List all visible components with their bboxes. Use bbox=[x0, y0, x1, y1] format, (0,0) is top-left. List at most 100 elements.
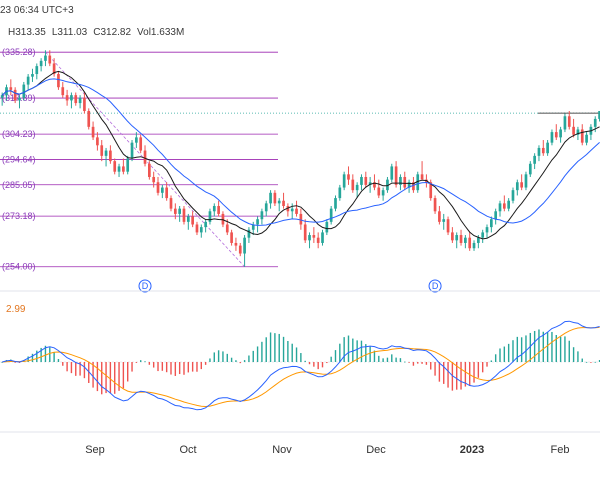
macd-histogram-bar bbox=[62, 362, 64, 366]
candle-body bbox=[563, 116, 567, 130]
macd-histogram-bar bbox=[590, 362, 592, 363]
candle-body bbox=[208, 211, 212, 222]
candle-body bbox=[9, 87, 13, 90]
macd-histogram-bar bbox=[360, 340, 363, 362]
candle-body bbox=[502, 203, 506, 209]
candle-body bbox=[598, 110, 600, 119]
candle-body bbox=[451, 232, 454, 241]
macd-histogram-bar bbox=[57, 359, 60, 362]
macd-histogram-bar bbox=[53, 352, 55, 362]
macd-histogram-bar bbox=[356, 340, 358, 362]
candle-body bbox=[308, 235, 311, 241]
fib-level-label: (304.23) bbox=[2, 129, 36, 139]
fib-level-label: (254.00) bbox=[2, 262, 36, 272]
macd-histogram-bar bbox=[213, 352, 215, 362]
macd-histogram-bar bbox=[473, 362, 475, 383]
candle-body bbox=[65, 95, 69, 101]
candle-body bbox=[528, 163, 532, 175]
candle-body bbox=[61, 87, 65, 96]
candle-body bbox=[109, 150, 112, 162]
macd-histogram-bar bbox=[157, 362, 159, 372]
candle-body bbox=[39, 60, 43, 67]
macd-histogram-bar bbox=[412, 362, 415, 366]
macd-histogram-bar bbox=[79, 362, 81, 376]
candle-body bbox=[225, 224, 229, 233]
macd-histogram-bar bbox=[248, 355, 250, 362]
macd-histogram-bar bbox=[265, 337, 267, 362]
macd-histogram-bar bbox=[417, 362, 419, 364]
macd-histogram-bar bbox=[27, 356, 29, 362]
macd-histogram-bar bbox=[352, 338, 354, 362]
candle-body bbox=[407, 182, 411, 188]
macd-histogram-bar bbox=[139, 360, 142, 362]
macd-histogram-bar bbox=[490, 360, 493, 362]
candle-body bbox=[485, 227, 489, 233]
macd-histogram-bar bbox=[555, 334, 557, 362]
macd-histogram-bar bbox=[525, 335, 527, 362]
candle-body bbox=[191, 216, 194, 225]
macd-histogram-bar bbox=[499, 348, 501, 362]
macd-histogram-bar bbox=[421, 362, 423, 364]
time-axis-tick-label: Dec bbox=[366, 444, 386, 456]
candle-body bbox=[35, 66, 39, 75]
macd-histogram-bar bbox=[330, 356, 332, 362]
macd-histogram-bar bbox=[291, 343, 293, 362]
time-axis[interactable]: Sep Oct Nov Dec 2023 Feb bbox=[85, 444, 569, 456]
macd-histogram-bar bbox=[365, 344, 367, 362]
candle-body bbox=[143, 150, 147, 164]
candle-body bbox=[195, 224, 199, 233]
candle-body bbox=[537, 147, 541, 156]
macd-histogram-bar bbox=[183, 362, 185, 375]
candle-body bbox=[524, 174, 528, 188]
macd-value-label: 2.99 bbox=[6, 304, 26, 315]
macd-histogram-bar bbox=[308, 362, 311, 365]
candle-body bbox=[433, 198, 437, 212]
ohlc-legend: 23 06:34 UTC+3 H313.35 L311.03 C312.82 V… bbox=[0, 5, 184, 38]
macd-histogram-bar bbox=[75, 362, 77, 376]
candle-body bbox=[282, 200, 285, 207]
slow-ma-line bbox=[1, 78, 600, 226]
candle-body bbox=[477, 237, 480, 243]
candle-body bbox=[368, 182, 372, 185]
candle-body bbox=[472, 242, 476, 249]
macd-histogram-bar bbox=[269, 332, 272, 362]
macd-histogram-bar bbox=[594, 361, 596, 363]
candle-body bbox=[559, 129, 562, 138]
macd-histogram-bar bbox=[96, 362, 99, 392]
macd-histogram-bar bbox=[191, 362, 194, 372]
macd-histogram-bar bbox=[425, 362, 428, 365]
macd-histogram-bar bbox=[581, 358, 583, 362]
candle-body bbox=[520, 182, 523, 188]
moving-averages bbox=[1, 70, 600, 240]
macd-histogram-bar bbox=[551, 331, 553, 362]
macd-histogram-bar bbox=[165, 362, 168, 373]
candle-body bbox=[256, 219, 259, 225]
macd-histogram-bar bbox=[49, 347, 51, 362]
candle-body bbox=[446, 219, 450, 233]
macd-histogram-bar bbox=[378, 355, 380, 362]
macd-histogram-bar bbox=[577, 351, 579, 362]
event-marker[interactable] bbox=[428, 279, 442, 293]
candle-body bbox=[464, 237, 467, 243]
macd-histogram-bar bbox=[66, 362, 68, 372]
candle-body bbox=[316, 237, 320, 243]
macd-histogram-bar bbox=[118, 362, 120, 391]
macd-histogram-bar bbox=[278, 333, 280, 362]
macd-histogram-bar bbox=[1, 362, 3, 363]
candle-body bbox=[377, 187, 381, 196]
candle-body bbox=[234, 242, 238, 246]
event-marker[interactable] bbox=[138, 279, 152, 293]
candle-body bbox=[351, 179, 355, 191]
candle-body bbox=[87, 110, 91, 127]
candle-body bbox=[364, 176, 368, 185]
legend-close: C312.82 bbox=[93, 27, 131, 38]
macd-histogram-bar bbox=[217, 350, 220, 362]
candle-body bbox=[31, 74, 34, 77]
candle-body bbox=[412, 182, 415, 191]
macd-histogram-bar bbox=[230, 357, 233, 362]
candle-body bbox=[273, 192, 277, 204]
macd-histogram-bar bbox=[434, 362, 436, 376]
candle-body bbox=[78, 97, 82, 104]
